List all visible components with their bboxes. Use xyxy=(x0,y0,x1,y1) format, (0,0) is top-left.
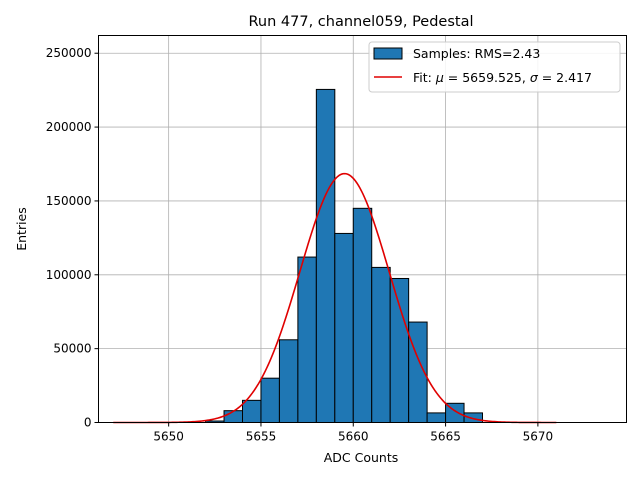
histogram-bar xyxy=(278,339,299,423)
legend-fit-sigma-symbol: σ xyxy=(530,70,539,85)
y-tick-label: 100000 xyxy=(46,268,92,282)
histogram-bar xyxy=(334,232,354,423)
histogram-bar xyxy=(371,266,391,423)
histogram-bars xyxy=(205,88,483,424)
legend-samples-label: Samples: RMS=2.43 xyxy=(413,46,540,61)
histogram-bar xyxy=(260,377,280,423)
histogram-bar xyxy=(463,412,483,424)
y-tick-label: 150000 xyxy=(46,194,92,208)
legend-fit-prefix: Fit: xyxy=(413,70,436,85)
y-tick-label: 0 xyxy=(84,416,92,430)
y-tick-label: 250000 xyxy=(46,46,92,60)
histogram-bar xyxy=(242,399,262,423)
x-axis-ticks: 5650 5655 5660 5665 5670 xyxy=(153,422,554,444)
legend-fit-mu-symbol: μ xyxy=(435,70,444,85)
histogram-bar xyxy=(352,207,373,423)
y-axis-ticks: 0 50000 100000 150000 200000 250000 xyxy=(46,46,99,430)
y-tick-label: 200000 xyxy=(46,120,92,134)
x-tick-label: 5660 xyxy=(338,430,369,444)
chart-title: Run 477, channel059, Pedestal xyxy=(248,14,473,30)
histogram-bar xyxy=(426,412,447,424)
y-axis-label: Entries xyxy=(14,207,29,251)
legend-fit-sigma-value: = 2.417 xyxy=(538,70,592,85)
x-tick-label: 5670 xyxy=(523,430,554,444)
legend-fit-mu-value: = 5659.525, xyxy=(444,70,530,85)
plot-frame xyxy=(98,35,627,423)
histogram-bar xyxy=(223,410,244,423)
legend: Samples: RMS=2.43 Fit: μ = 5659.525, σ =… xyxy=(368,41,621,93)
x-tick-label: 5650 xyxy=(153,430,184,444)
histogram-bar xyxy=(297,256,317,423)
histogram-bar xyxy=(389,277,410,423)
histogram-bar xyxy=(315,88,336,423)
legend-fit-label: Fit: μ = 5659.525, σ = 2.417 xyxy=(413,70,592,85)
y-tick-label: 50000 xyxy=(53,342,91,356)
x-tick-label: 5665 xyxy=(430,430,461,444)
legend-samples-swatch xyxy=(373,47,403,60)
x-tick-label: 5655 xyxy=(246,430,277,444)
x-axis-label: ADC Counts xyxy=(324,450,399,465)
legend-box xyxy=(368,41,621,93)
